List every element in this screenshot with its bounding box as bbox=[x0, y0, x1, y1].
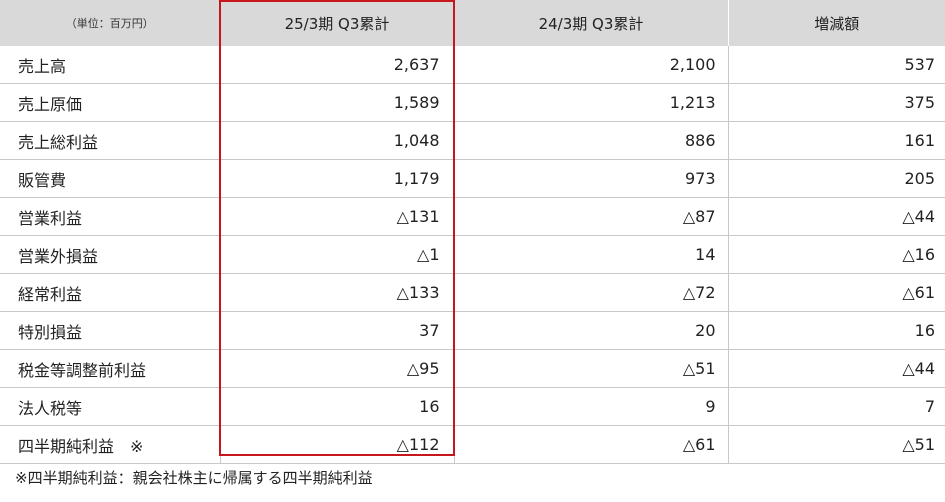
prior-value: 14 bbox=[453, 235, 728, 274]
table-row: 経常利益 △133 △72 △61 bbox=[0, 273, 945, 312]
table-row: 法人税等 16 9 7 bbox=[0, 387, 945, 426]
row-label: 特別損益 bbox=[0, 311, 220, 350]
footnote: ※四半期純利益：親会社株主に帰属する四半期純利益 bbox=[15, 469, 373, 487]
change-value: 161 bbox=[727, 121, 945, 160]
prior-value: △87 bbox=[453, 197, 728, 236]
change-value: △44 bbox=[727, 197, 945, 236]
unit-label: （単位：百万円） bbox=[0, 0, 220, 46]
current-value: 37 bbox=[219, 311, 454, 350]
prior-value: 2,100 bbox=[453, 46, 728, 84]
prior-value: 9 bbox=[453, 387, 728, 426]
change-value: △16 bbox=[727, 235, 945, 274]
prior-value: △61 bbox=[453, 425, 728, 464]
change-value: △61 bbox=[727, 273, 945, 312]
prior-value: 886 bbox=[453, 121, 728, 160]
table-row: 売上原価 1,589 1,213 375 bbox=[0, 83, 945, 122]
prior-value: △72 bbox=[453, 273, 728, 312]
row-label: 販管費 bbox=[0, 159, 220, 198]
table-row: 四半期純利益 ※ △112 △61 △51 bbox=[0, 425, 945, 464]
current-value: 2,637 bbox=[219, 46, 454, 84]
change-value: 7 bbox=[727, 387, 945, 426]
table-body: 売上高 2,637 2,100 537 売上原価 1,589 1,213 375… bbox=[0, 46, 945, 464]
current-value: △131 bbox=[219, 197, 454, 236]
table-row: 税金等調整前利益 △95 △51 △44 bbox=[0, 349, 945, 388]
prior-value: 973 bbox=[453, 159, 728, 198]
prior-value: 1,213 bbox=[453, 83, 728, 122]
row-label: 四半期純利益 ※ bbox=[0, 425, 220, 464]
table-row: 売上総利益 1,048 886 161 bbox=[0, 121, 945, 160]
column-header-change: 増減額 bbox=[727, 0, 945, 46]
column-header-current: 25/3期 Q3累計 bbox=[219, 0, 454, 46]
row-label: 売上総利益 bbox=[0, 121, 220, 160]
change-value: 375 bbox=[727, 83, 945, 122]
table-row: 特別損益 37 20 16 bbox=[0, 311, 945, 350]
current-value: △1 bbox=[219, 235, 454, 274]
row-label: 売上原価 bbox=[0, 83, 220, 122]
current-value: △112 bbox=[219, 425, 454, 464]
current-value: △95 bbox=[219, 349, 454, 388]
current-value: 1,589 bbox=[219, 83, 454, 122]
row-label: 売上高 bbox=[0, 46, 220, 84]
table-row: 販管費 1,179 973 205 bbox=[0, 159, 945, 198]
change-value: 16 bbox=[727, 311, 945, 350]
row-label: 営業利益 bbox=[0, 197, 220, 236]
current-value: 1,179 bbox=[219, 159, 454, 198]
change-value: 537 bbox=[727, 46, 945, 84]
current-value: 16 bbox=[219, 387, 454, 426]
change-value: △44 bbox=[727, 349, 945, 388]
prior-value: △51 bbox=[453, 349, 728, 388]
column-header-prior: 24/3期 Q3累計 bbox=[453, 0, 728, 46]
financial-results-table: （単位：百万円） 25/3期 Q3累計 24/3期 Q3累計 増減額 売上高 2… bbox=[0, 0, 945, 464]
change-value: △51 bbox=[727, 425, 945, 464]
prior-value: 20 bbox=[453, 311, 728, 350]
row-label: 法人税等 bbox=[0, 387, 220, 426]
row-label: 税金等調整前利益 bbox=[0, 349, 220, 388]
row-label: 営業外損益 bbox=[0, 235, 220, 274]
current-value: 1,048 bbox=[219, 121, 454, 160]
table-header: （単位：百万円） 25/3期 Q3累計 24/3期 Q3累計 増減額 bbox=[0, 0, 945, 46]
row-label: 経常利益 bbox=[0, 273, 220, 312]
table-row: 営業外損益 △1 14 △16 bbox=[0, 235, 945, 274]
table-row: 営業利益 △131 △87 △44 bbox=[0, 197, 945, 236]
change-value: 205 bbox=[727, 159, 945, 198]
header-row: （単位：百万円） 25/3期 Q3累計 24/3期 Q3累計 増減額 bbox=[0, 0, 945, 46]
current-value: △133 bbox=[219, 273, 454, 312]
table-row: 売上高 2,637 2,100 537 bbox=[0, 46, 945, 84]
